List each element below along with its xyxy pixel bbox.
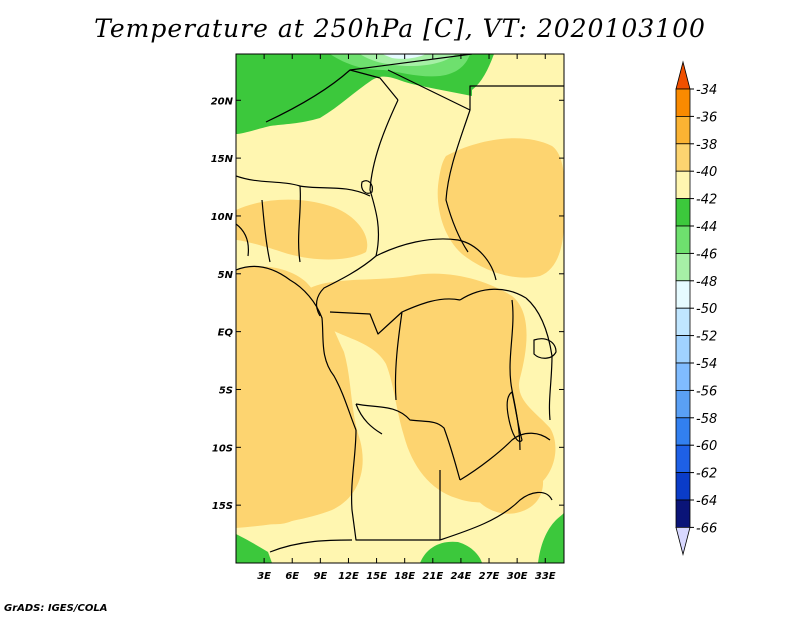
field-cool-south-central [420,541,482,563]
colorbar-label: -60 [696,439,717,454]
colorbar-box [675,307,691,337]
country-borders [236,54,564,553]
colorbar-box [675,335,691,364]
field-warm-west-north [236,199,368,260]
colorbar-top-triangle [675,60,691,90]
lake-chad [361,180,373,194]
latitude-axis: 20N 15N 10N 5N EQ 5S 10S 15S [211,96,564,512]
field-cool-north-peak [382,54,426,59]
border-angola-inner [355,403,383,435]
lat-tick-label: 10N [211,212,234,223]
border-drc-west [394,311,403,401]
lat-tick-label: EQ [218,328,234,339]
colorbar-label: -62 [696,467,717,482]
colorbar-label: -42 [696,193,717,208]
lake-victoria [533,338,557,359]
credit-label: GrADS: IGES/COLA [4,603,108,614]
border-ghana [236,223,249,257]
colorbar-box [675,444,691,474]
border-south-coast [269,539,353,553]
lat-tick-label: 5S [219,385,233,396]
lon-tick-label: 9E [313,571,327,582]
border-congo-east [459,288,527,301]
colorbar-box [675,88,691,117]
colorbar-label: -40 [696,165,717,180]
lat-tick-label: 15N [211,154,234,165]
colorbar-label: -48 [696,275,717,290]
lon-tick-label: 12E [338,571,359,582]
colorbar-box [675,417,691,446]
border-drc-south [355,403,461,481]
border-zambia [459,432,551,481]
colorbar-label: -38 [696,138,717,153]
longitude-axis: 3E 6E 9E 12E 15E 18E 21E 24E 27E 30E 33E [257,54,556,582]
colorbar-bottom-triangle [675,527,691,556]
border-north-1 [265,54,473,123]
colorbar-label: -50 [696,302,717,317]
colorbar-box [675,280,691,309]
border-angola [351,429,440,541]
lon-tick-label: 33E [535,571,556,582]
colorbar-box [675,170,691,199]
field-cool-south-east [538,512,564,563]
colorbar-box [675,472,691,501]
map-frame [235,53,565,564]
colorbar-label: -56 [696,384,717,399]
field-cool-south [236,534,272,563]
border-chad [369,99,399,257]
lat-tick-label: 15S [212,501,233,512]
lon-tick-label: 18E [394,571,415,582]
colorbar-label: -46 [696,247,717,262]
lon-tick-label: 21E [422,571,443,582]
map-title: Temperature at 250hPa [C], VT: 202010310… [94,14,706,43]
field-warm-northeast [437,138,564,278]
field-cool-northeast [472,54,494,90]
colorbar-label: -66 [696,521,717,536]
colorbar-label: -36 [696,110,717,125]
colorbar-box [675,116,691,145]
colorbar-box [675,499,691,528]
colorbar-box [675,225,691,254]
border-north-3 [387,69,564,111]
border-chad-east [445,109,471,253]
colorbar-label: -34 [696,83,717,98]
colorbar-box [675,362,691,391]
colorbar-label: -44 [696,220,717,235]
border-west-coast [236,265,357,431]
field-cool-north-core [360,54,456,66]
lat-tick-label: 20N [211,96,234,107]
lat-tick-label: 10S [212,443,233,454]
lake-tanganyika [506,391,523,443]
border-car [375,238,497,281]
border-congo [329,298,461,335]
colorbar-box [675,252,691,282]
field-warm-west [236,266,363,528]
colorbar-box [675,389,691,419]
lon-tick-label: 30E [507,571,528,582]
border-nigeria [298,185,301,263]
colorbar-label: -64 [696,494,717,509]
border-zambia-south [439,491,553,541]
colorbar-box [675,143,691,172]
colorbar-label: -54 [696,357,717,372]
border-north-2 [349,69,399,101]
colorbar-label: -58 [696,412,717,427]
field-warm-south [256,484,307,525]
lon-tick-label: 3E [257,571,271,582]
lon-tick-label: 6E [285,571,299,582]
field-warm-southeast [464,437,544,514]
temperature-field [236,54,564,563]
border-east-lakes [509,299,521,451]
lon-tick-label: 24E [451,571,472,582]
colorbar: -34 -36 -38 -40 -42 -44 -46 -48 -50 -52 -54 -56 -58 -… [675,60,717,556]
lon-tick-label: 15E [366,571,387,582]
lon-tick-label: 27E [479,571,500,582]
colorbar-box [675,198,691,227]
colorbar-label: -52 [696,330,717,345]
border-nigeria-2 [261,199,271,263]
lat-tick-label: 5N [218,270,234,281]
